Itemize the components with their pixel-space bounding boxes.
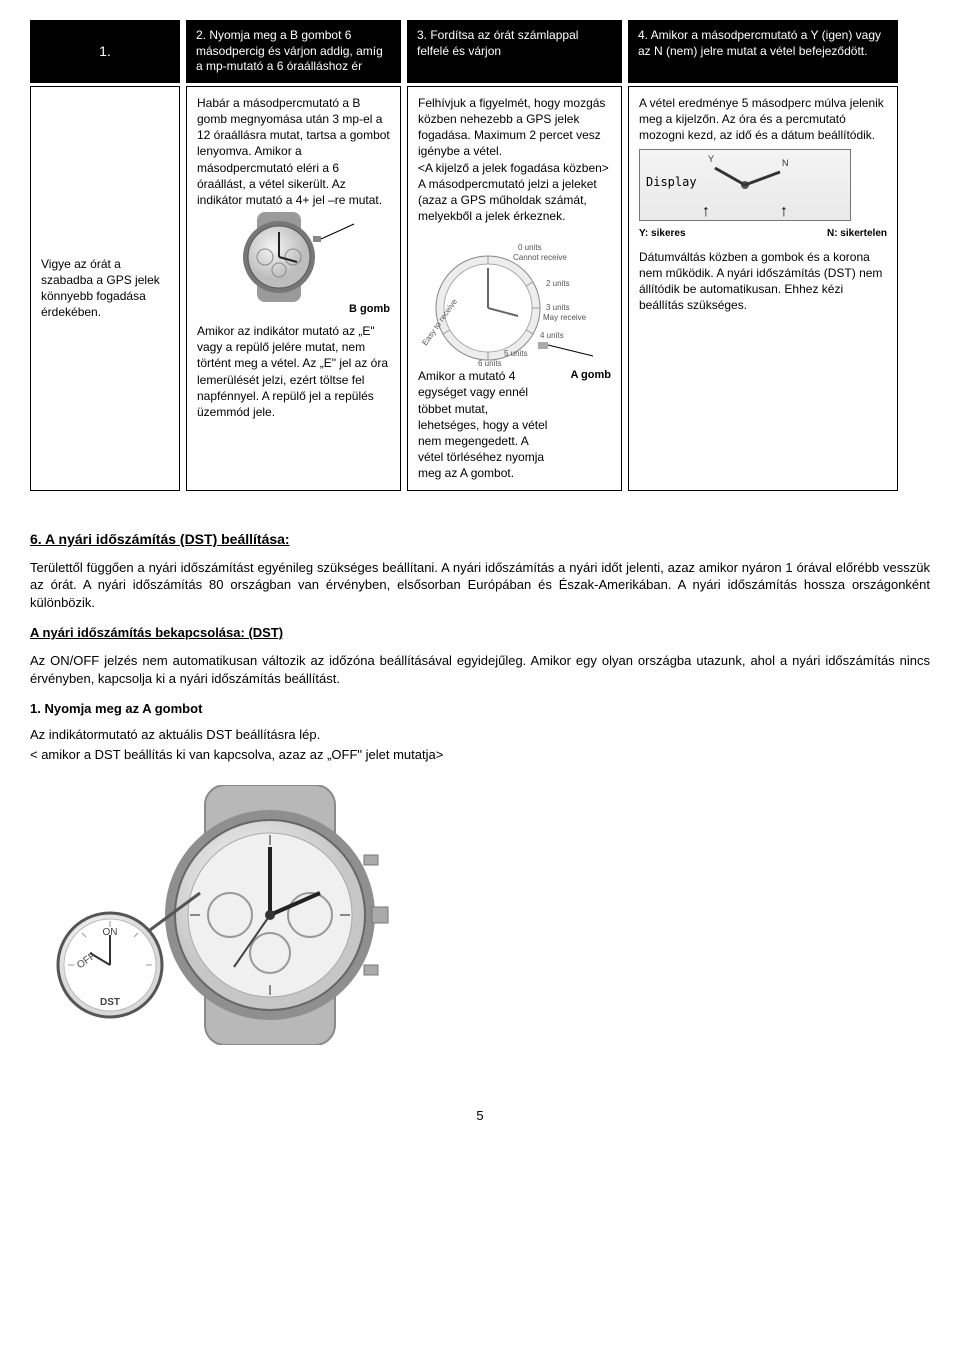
section-6-p2: Az ON/OFF jelzés nem automatikusan válto… [30,652,930,687]
b-button-label: B gomb [197,302,390,317]
page-number: 5 [30,1108,930,1123]
section-6-p1: Területtől függően a nyári időszámítást … [30,559,930,612]
svg-text:Cannot receive: Cannot receive [513,253,567,262]
step-2-text-a: Habár a másodpercmutató a B gomb megnyom… [197,95,390,208]
step-4-text-b: Dátumváltás közben a gombok és a korona … [639,249,887,314]
step-3-body: Felhívjuk a figyelmét, hogy mozgás közbe… [407,86,622,491]
step-4-header: 4. Amikor a másodpercmutató a Y (igen) v… [628,20,898,83]
arrow-n-icon: ↑ [780,201,790,223]
dst-on-subtitle: A nyári időszámítás bekapcsolása: (DST) [30,625,930,640]
step-3-text-a: Felhívjuk a figyelmét, hogy mozgás közbe… [418,95,611,225]
n-fail-label: N: sikertelen [827,227,887,241]
step-2-body: Habár a másodpercmutató a B gomb megnyom… [186,86,401,491]
step-4-body: A vétel eredménye 5 másodperc múlva jele… [628,86,898,491]
press-a-step: 1. Nyomja meg az A gombot [30,701,930,716]
step-2-header: 2. Nyomja meg a B gombot 6 másodpercig é… [186,20,401,83]
section-6-p3b: < amikor a DST beállítás ki van kapcsolv… [30,746,930,764]
step-3-header: 3. Fordítsa az órát számlappal felfelé é… [407,20,622,83]
svg-text:2 units: 2 units [546,279,570,288]
steps-body-row: Vigye az órát a szabadba a GPS jelek kön… [30,86,930,491]
svg-text:N: N [782,158,789,168]
svg-text:5 units: 5 units [504,349,528,358]
display-box-icon: Display Y N ↑ ↑ [639,149,851,221]
svg-text:6 units: 6 units [478,359,502,368]
units-dial-icon: 0 units Cannot receive 2 units 3 units M… [418,228,613,368]
step-1-body: Vigye az órát a szabadba a GPS jelek kön… [30,86,180,491]
y-success-label: Y: sikeres [639,227,686,241]
section-6-p3a: Az indikátormutató az aktuális DST beáll… [30,726,930,744]
step-4-text-a: A vétel eredménye 5 másodperc múlva jele… [639,95,887,144]
step-2-text-b: Amikor az indikátor mutató az „E" vagy a… [197,323,390,420]
section-6-title: 6. A nyári időszámítás (DST) beállítása: [30,531,930,547]
arrow-y-icon: ↑ [702,201,712,223]
yn-legend: Y: sikeres N: sikertelen [639,227,887,241]
svg-text:Y: Y [708,154,714,164]
svg-text:4 units: 4 units [540,331,564,340]
a-button-label: A gomb [556,368,611,481]
svg-text:DST: DST [100,997,120,1008]
step-3-text-b: Amikor a mutató 4 egységet vagy ennél tö… [418,368,550,481]
svg-text:0 units: 0 units [518,243,542,252]
step-1-header: 1. [30,20,180,83]
steps-header-row: 1. 2. Nyomja meg a B gombot 6 másodperci… [30,20,930,83]
watch-large-icon: ON OFF DST [50,785,390,1045]
svg-text:3 units: 3 units [546,303,570,312]
svg-text:May receive: May receive [543,313,587,322]
watch-small-icon [219,212,369,302]
step-1-text: Vigye az órát a szabadba a GPS jelek kön… [41,256,169,321]
display-hands-icon: Y N [640,150,850,220]
